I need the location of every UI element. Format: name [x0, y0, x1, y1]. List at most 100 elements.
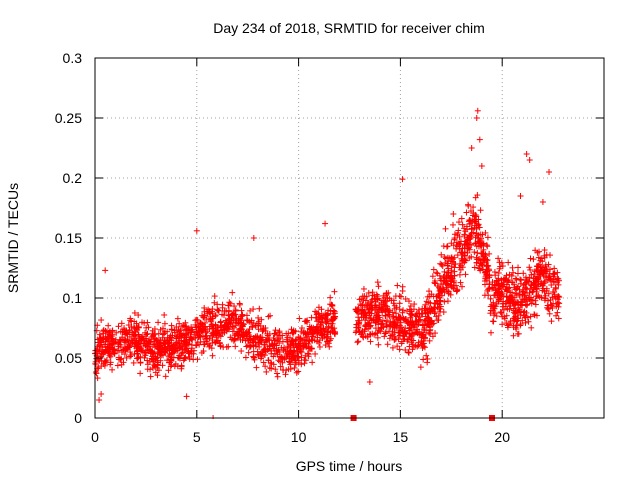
data-point [468, 242, 475, 249]
data-point [366, 379, 373, 385]
data-point [121, 328, 128, 335]
data-point [286, 351, 293, 358]
data-point [220, 312, 227, 319]
data-point [387, 332, 394, 339]
data-point [527, 285, 534, 292]
data-point [441, 298, 448, 305]
data-point [223, 344, 230, 351]
data-point [362, 297, 369, 304]
data-point [322, 220, 329, 227]
data-point [316, 343, 323, 350]
data-point [217, 342, 224, 349]
data-point [375, 321, 382, 328]
data-point [114, 362, 121, 369]
data-point [399, 176, 406, 183]
data-point [420, 340, 427, 347]
data-point [404, 320, 411, 327]
data-point [373, 291, 380, 298]
data-point [464, 226, 471, 233]
data-point [185, 325, 192, 332]
data-point [499, 263, 506, 270]
data-point [252, 339, 259, 346]
data-point [468, 219, 475, 226]
data-point [420, 356, 427, 363]
data-point [142, 352, 149, 359]
data-point [500, 276, 507, 283]
data-point [137, 359, 144, 366]
data-point [397, 319, 404, 326]
data-point [176, 344, 183, 351]
data-point [193, 316, 200, 323]
data-point [443, 280, 450, 287]
x-tick-label: 0 [91, 429, 99, 445]
data-point [535, 292, 542, 299]
data-point [528, 271, 535, 278]
data-point [454, 252, 461, 259]
data-point [514, 306, 521, 313]
data-point [327, 294, 334, 301]
data-point [486, 250, 493, 257]
data-point [290, 342, 297, 349]
data-point [96, 335, 103, 342]
data-point [475, 232, 482, 239]
data-point [275, 336, 282, 343]
data-point [448, 263, 455, 270]
data-point [118, 349, 125, 356]
data-point [130, 359, 137, 366]
data-point [165, 345, 172, 352]
data-point [541, 252, 548, 259]
data-point [404, 336, 411, 343]
data-point [423, 298, 430, 305]
data-point [115, 323, 122, 330]
data-point [383, 290, 390, 297]
data-point [526, 264, 533, 271]
data-point [470, 204, 477, 211]
data-point [448, 269, 455, 276]
data-point [486, 272, 493, 279]
x-tick-label: 10 [291, 429, 307, 445]
data-point [548, 302, 555, 309]
data-point [497, 263, 504, 270]
data-point [430, 266, 437, 273]
data-point [95, 364, 102, 371]
data-point [129, 339, 136, 346]
data-point [143, 338, 150, 345]
data-point [260, 359, 267, 366]
data-point [521, 308, 528, 315]
data-point [396, 300, 403, 307]
data-point [450, 242, 457, 249]
data-point [369, 296, 376, 303]
data-point [178, 350, 185, 357]
data-point [390, 322, 397, 329]
data-point [423, 352, 430, 359]
data-point [94, 375, 101, 382]
data-point [490, 284, 497, 291]
data-point [181, 355, 188, 362]
data-point [375, 283, 382, 290]
data-point [531, 312, 538, 319]
y-axis-label: SRMTID / TECUs [5, 183, 21, 293]
data-point [447, 291, 454, 298]
data-point [194, 356, 201, 363]
data-point [509, 289, 516, 296]
data-point [300, 330, 307, 337]
data-point [382, 329, 389, 336]
data-point [117, 356, 124, 363]
data-point [357, 301, 364, 308]
data-point [523, 302, 530, 309]
data-point [390, 313, 397, 320]
data-point [429, 308, 436, 315]
data-point [250, 354, 257, 361]
data-point [550, 270, 557, 277]
data-point [389, 344, 396, 351]
y-tick-label: 0.05 [55, 350, 82, 366]
data-point [416, 314, 423, 321]
data-point [415, 342, 422, 349]
data-point [123, 354, 130, 361]
y-tick-label: 0.3 [63, 50, 83, 66]
data-point [260, 326, 267, 333]
data-point [455, 227, 462, 234]
data-point [288, 338, 295, 345]
data-point [244, 342, 251, 349]
data-point [425, 320, 432, 327]
